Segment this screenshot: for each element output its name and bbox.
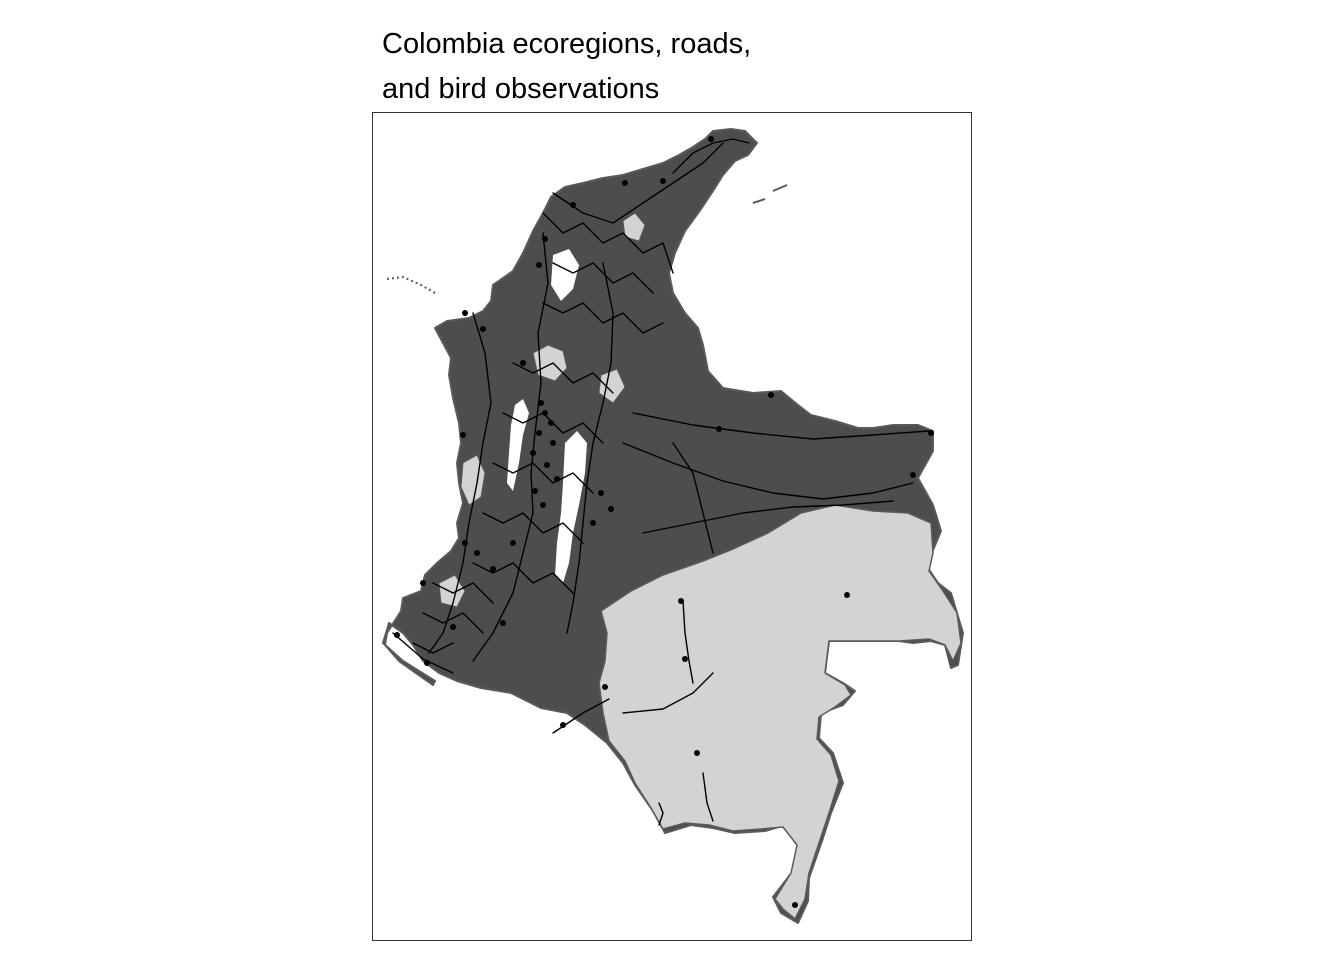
observation-point (542, 236, 548, 242)
observation-point (716, 426, 722, 432)
observation-point (394, 632, 400, 638)
road-trunk-andes-east (566, 262, 614, 634)
observation-point (424, 660, 430, 666)
observation-point (792, 902, 798, 908)
observation-point (542, 410, 548, 416)
road-trunk-andes-central (472, 232, 549, 662)
roads-layer (392, 138, 930, 826)
valley-magdalena (555, 431, 587, 583)
island-arc-north-2 (752, 198, 766, 204)
observation-point (460, 432, 466, 438)
road-llanos-rivers (642, 500, 894, 534)
road-trunk-west (428, 312, 492, 654)
observation-point (450, 624, 456, 630)
observation-point (530, 450, 536, 456)
road-grid-sw (412, 582, 494, 654)
road-llanos-upper (632, 412, 930, 440)
road-south-4 (702, 772, 714, 822)
road-pacific (392, 632, 454, 674)
observation-point (694, 750, 700, 756)
observation-point (540, 502, 546, 508)
observation-point (536, 430, 542, 436)
observation-point (598, 490, 604, 496)
observation-point (520, 360, 526, 366)
observation-point (554, 476, 560, 482)
observation-point (532, 488, 538, 494)
road-grid-north (542, 212, 674, 334)
observation-point (420, 580, 426, 586)
observation-point (590, 520, 596, 526)
map-title-line-1: Colombia ecoregions, roads, (382, 28, 752, 60)
map-title: Colombia ecoregions, roads, and bird obs… (382, 22, 902, 112)
observation-point (536, 262, 542, 268)
observation-point (768, 392, 774, 398)
ecoregions-layer (382, 128, 964, 924)
ecoregion-light-andes-patch-1 (532, 344, 568, 382)
road-south-1 (622, 672, 714, 714)
map-canvas (382, 128, 964, 924)
observation-point (844, 592, 850, 598)
road-trunk-caribbean (552, 142, 724, 224)
observation-point (500, 620, 506, 626)
valley-lower-magdalena (551, 249, 579, 301)
observation-point (510, 540, 516, 546)
map-title-line-2: and bird observations (382, 73, 660, 105)
observations-layer (394, 136, 934, 908)
road-guajira (672, 138, 750, 174)
observation-point (538, 400, 544, 406)
observation-point (474, 550, 480, 556)
observation-point (462, 310, 468, 316)
road-orinoquia (672, 442, 714, 554)
observation-point (490, 566, 496, 572)
observation-point (622, 180, 628, 186)
observation-point (548, 420, 554, 426)
observation-point (462, 540, 468, 546)
ecoregion-light-andes-patch-4 (598, 368, 626, 404)
road-south-2 (682, 600, 694, 684)
road-south-3 (658, 802, 664, 826)
coast-islets-west (386, 275, 436, 294)
observation-point (608, 506, 614, 512)
observation-point (570, 202, 576, 208)
observation-point (480, 326, 486, 332)
observation-point (560, 722, 566, 728)
observation-point (910, 472, 916, 478)
ecoregion-light-amazon (598, 504, 962, 920)
observation-point (602, 684, 608, 690)
observation-point (682, 656, 688, 662)
observation-point (550, 440, 556, 446)
observation-point (660, 178, 666, 184)
road-llanos-east (622, 442, 914, 500)
observation-point (678, 598, 684, 604)
observation-point (928, 430, 934, 436)
map-frame (372, 112, 972, 941)
observation-point (708, 136, 714, 142)
observation-point (544, 462, 550, 468)
island-arc-north (772, 184, 788, 192)
